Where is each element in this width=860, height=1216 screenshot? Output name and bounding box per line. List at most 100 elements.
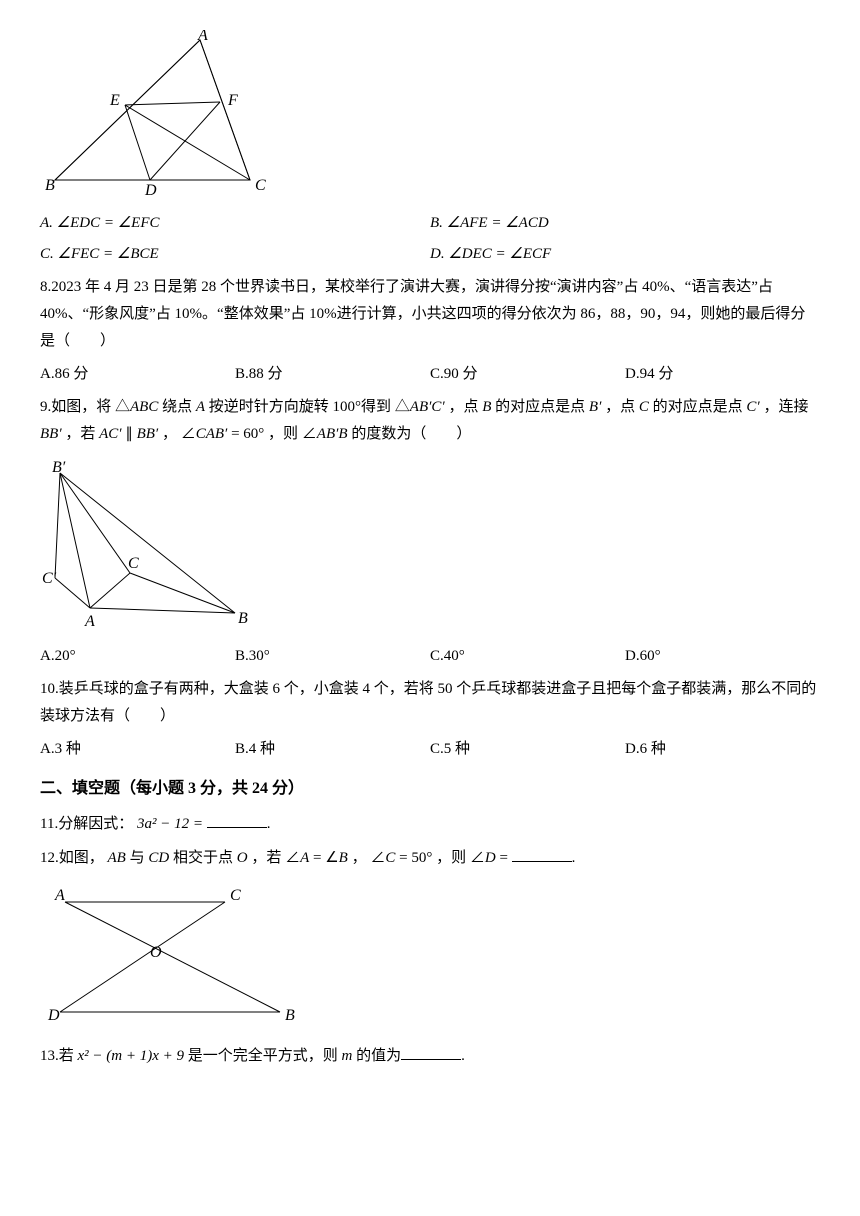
q9-text: 9.如图，将 △ABC 绕点 A 按逆时针方向旋转 100°得到 △AB′C′ … <box>40 394 820 448</box>
section2-title: 二、填空题（每小题 3 分，共 24 分） <box>40 775 820 804</box>
q11: 11.分解因式： 3a² − 12 = . <box>40 810 820 838</box>
q9-eq1: = 60° ，则 ∠ <box>227 426 316 442</box>
figure7-label-F: F <box>227 92 238 109</box>
q12-t4: = ∠ <box>309 850 338 866</box>
figure12-label-O: O <box>150 944 162 961</box>
q7-option-C: C. ∠FEC = ∠BCE <box>40 241 430 268</box>
q11-blank <box>207 810 267 828</box>
q9-p7: 的对应点是点 <box>649 399 743 415</box>
q9-option-A: A.20° <box>40 643 235 670</box>
q8-option-C: C.90 分 <box>430 361 625 388</box>
q10-options: A.3 种 B.4 种 C.5 种 D.6 种 <box>40 736 820 763</box>
q9-option-C: C.40° <box>430 643 625 670</box>
q11-suffix: . <box>267 816 271 832</box>
q9-BBp2: BB′ <box>137 426 159 442</box>
q11-prefix: 11.分解因式： <box>40 816 137 832</box>
q10-text: 10.装乒乓球的盒子有两种，大盒装 6 个，小盒装 4 个，若将 50 个乒乓球… <box>40 676 820 730</box>
figure12-label-C: C <box>230 887 241 904</box>
q9-p8: ，连接 <box>760 399 809 415</box>
q12-suffix: . <box>572 850 576 866</box>
q9-p6: ，点 <box>601 399 639 415</box>
q7-options-2: C. ∠FEC = ∠BCE D. ∠DEC = ∠ECF <box>40 241 820 268</box>
q8-text: 8.2023 年 4 月 23 日是第 28 个世界读书日，某校举行了演讲大赛，… <box>40 274 820 355</box>
figure9-label-B: B <box>238 610 248 627</box>
q12-t2: 相交于点 <box>169 850 237 866</box>
q13: 13.若 x² − (m + 1)x + 9 是一个完全平方式，则 m 的值为. <box>40 1042 820 1070</box>
q9-p9: ，若 <box>62 426 100 442</box>
q7-option-D: D. ∠DEC = ∠ECF <box>430 241 820 268</box>
q13-t: 的值为 <box>352 1048 401 1064</box>
q12-t3: ，若 ∠ <box>248 850 301 866</box>
q9-A: A <box>196 399 205 415</box>
q7-option-B: B. ∠AFE = ∠ACD <box>430 210 820 237</box>
q12-t5: ， ∠ <box>348 850 386 866</box>
q9-Bp: B′ <box>589 399 601 415</box>
q9-Cp: C′ <box>746 399 759 415</box>
q12-A: A <box>300 850 309 866</box>
q9-figure: A B C B′ C′ <box>40 458 820 633</box>
figure12-label-B: B <box>285 1007 295 1024</box>
q9-end: 的度数为（ ） <box>348 426 472 442</box>
q10-option-B: B.4 种 <box>235 736 430 763</box>
q9-option-D: D.60° <box>625 643 820 670</box>
q9-p1: 9.如图，将 △ <box>40 399 130 415</box>
q13-m: m <box>342 1048 353 1064</box>
figure9-label-Bp: B′ <box>52 459 66 476</box>
q12-AB: AB <box>108 850 126 866</box>
q13-prefix: 13.若 <box>40 1048 78 1064</box>
q10-option-A: A.3 种 <box>40 736 235 763</box>
figure9-label-Cp: C′ <box>42 570 57 587</box>
q12-blank <box>512 844 572 862</box>
figure7-label-A: A <box>197 30 208 44</box>
q12-t7: = <box>496 850 512 866</box>
q12-O: O <box>237 850 248 866</box>
q12-CD: CD <box>148 850 169 866</box>
q13-mid: 是一个完全平方式，则 <box>184 1048 342 1064</box>
q7-figure: A B C D E F <box>40 30 820 200</box>
figure7-label-C: C <box>255 177 266 194</box>
q12-B: B <box>339 850 348 866</box>
q9-abc: ABC <box>130 399 158 415</box>
q9-B: B <box>482 399 491 415</box>
figure7-label-D: D <box>144 182 157 199</box>
q9-p10: ， ∠ <box>158 426 196 442</box>
q9-p5: 的对应点是点 <box>491 399 589 415</box>
q10-option-C: C.5 种 <box>430 736 625 763</box>
figure7-label-E: E <box>109 92 120 109</box>
q8-option-A: A.86 分 <box>40 361 235 388</box>
q9-p4: ，点 <box>445 399 483 415</box>
q9-par: ∥ <box>122 426 137 442</box>
figure9-label-C: C <box>128 555 139 572</box>
figure7-label-B: B <box>45 177 55 194</box>
q9-options: A.20° B.30° C.40° D.60° <box>40 643 820 670</box>
q10-option-D: D.6 种 <box>625 736 820 763</box>
q8-option-B: B.88 分 <box>235 361 430 388</box>
figure9-label-A: A <box>84 613 95 630</box>
q9-ABBp: AB′B <box>317 426 348 442</box>
figure12-label-A: A <box>54 887 65 904</box>
q9-abpcp: AB′C′ <box>410 399 445 415</box>
q12-figure: A B C D O <box>40 882 820 1032</box>
q12-t1: 与 <box>126 850 149 866</box>
q9-ACp: AC′ <box>99 426 121 442</box>
q12-t6: = 50° ，则 ∠ <box>395 850 484 866</box>
q9-option-B: B.30° <box>235 643 430 670</box>
q9-BBp: BB′ <box>40 426 62 442</box>
q12-C: C <box>385 850 395 866</box>
q13-expr: x² − (m + 1)x + 9 <box>78 1048 185 1064</box>
figure12-label-D: D <box>47 1007 60 1024</box>
q9-p3: 按逆时针方向旋转 100°得到 △ <box>205 399 410 415</box>
q11-expr: 3a² − 12 = <box>137 816 207 832</box>
q13-suffix: . <box>461 1048 465 1064</box>
q8-option-D: D.94 分 <box>625 361 820 388</box>
q9-C: C <box>639 399 649 415</box>
q7-option-A: A. ∠EDC = ∠EFC <box>40 210 430 237</box>
q12-D: D <box>485 850 496 866</box>
q9-CABp: CAB′ <box>196 426 228 442</box>
q7-options: A. ∠EDC = ∠EFC B. ∠AFE = ∠ACD <box>40 210 820 237</box>
q9-p2: 绕点 <box>158 399 196 415</box>
q12: 12.如图， AB 与 CD 相交于点 O ，若 ∠A = ∠B ， ∠C = … <box>40 844 820 872</box>
q13-blank <box>401 1042 461 1060</box>
q8-options: A.86 分 B.88 分 C.90 分 D.94 分 <box>40 361 820 388</box>
q12-prefix: 12.如图， <box>40 850 108 866</box>
